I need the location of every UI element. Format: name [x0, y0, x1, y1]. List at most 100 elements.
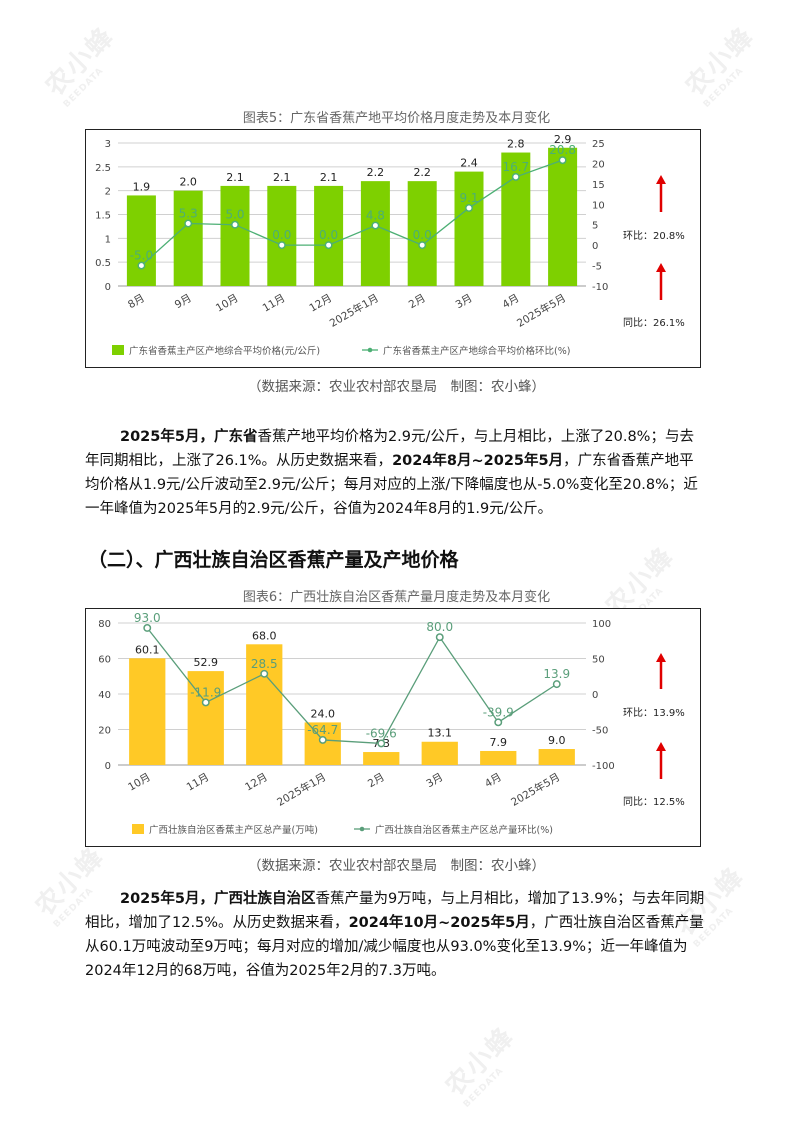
legend-line-label: 广西壮族自治区香蕉主产区总产量环比(%)	[375, 824, 553, 836]
bar-value-label: 68.0	[252, 629, 277, 642]
para2-region: 广西壮族自治区	[213, 891, 316, 907]
line-point	[137, 261, 146, 270]
para2-text-a: 香蕉产量为9万吨，与上月相比，增加了13.9%；与去年同期相比，增加了12.5%…	[85, 891, 705, 931]
y-left-tick-label: 80	[98, 619, 111, 630]
x-tick-label: 2025年1月	[327, 291, 381, 329]
x-tick-label: 10月	[214, 292, 241, 314]
y-right-tick-label: 100	[592, 619, 611, 630]
bar-value-label: 13.1	[428, 727, 453, 740]
x-tick-label: 12月	[307, 292, 334, 314]
bar-value-label: 52.9	[194, 656, 219, 669]
x-tick-label: 2025年5月	[509, 770, 563, 808]
x-tick-label: 8月	[126, 292, 147, 311]
figure6-chart-box: 0 20 40 60 80 -100 -50 0 50 100 60.1 52.9 68.0 24.0 7.…	[85, 608, 701, 847]
bar	[421, 741, 458, 765]
legend-bar-label: 广西壮族自治区香蕉主产区总产量(万吨)	[149, 824, 318, 836]
line-value-label: 9.1	[459, 191, 478, 205]
mom-label: 环比：20.8%	[623, 230, 685, 242]
figure6-chart: 0 20 40 60 80 -100 -50 0 50 100 60.1 52.9 68.0 24.0 7.…	[98, 611, 685, 836]
line-point	[435, 633, 444, 642]
up-arrow-head-icon	[656, 653, 666, 662]
y-left-tick-label: 2	[105, 187, 111, 198]
bar-value-label: 2.2	[413, 166, 431, 179]
legend-bar-swatch	[112, 345, 124, 355]
bar	[360, 181, 390, 286]
up-arrow-head-icon	[656, 742, 666, 751]
para1-date: 2025年5月，	[120, 429, 214, 445]
legend-line-marker	[367, 347, 373, 353]
figure5-chart-box: 0 0.5 1 1.5 2 2.5 3 -10 -5 0 5 10 15 20 25 1.9 2.0 2.1 2.1…	[85, 129, 701, 368]
y-right-tick-label: -100	[592, 761, 615, 772]
up-arrow-head-icon	[656, 263, 666, 272]
bar	[314, 185, 344, 286]
line-point	[277, 241, 286, 250]
figure5-source: （数据来源：农业农村部农垦局 制图：农小蜂）	[248, 379, 545, 395]
legend-bar-label: 广东省香蕉主产区产地综合平均价格(元/公斤)	[129, 345, 320, 357]
y-left-tick-label: 0	[105, 282, 111, 293]
bar	[407, 181, 437, 286]
y-right-tick-label: 25	[592, 139, 605, 150]
bar	[126, 195, 156, 286]
line-value-label: 4.8	[366, 209, 385, 223]
bar-value-label: 2.1	[226, 171, 244, 184]
line-point	[201, 698, 210, 707]
figure6-source: （数据来源：农业农村部农垦局 制图：农小蜂）	[248, 858, 545, 874]
bar	[173, 190, 203, 286]
bar	[454, 171, 484, 286]
legend-bar-swatch	[132, 824, 144, 834]
x-tick-label: 4月	[483, 771, 504, 790]
bar	[548, 147, 578, 286]
legend-line-marker	[359, 826, 365, 832]
y-right-tick-label: -10	[592, 282, 608, 293]
y-left-tick-label: 2.5	[95, 163, 111, 174]
line-value-label: -5.0	[130, 249, 153, 263]
line-point	[552, 680, 561, 689]
y-right-tick-label: 15	[592, 180, 605, 191]
bar-value-label: 2.1	[273, 171, 291, 184]
line-value-label: 93.0	[134, 611, 161, 625]
bar	[538, 749, 575, 765]
y-left-tick-label: 40	[98, 690, 111, 701]
y-left-tick-label: 0	[105, 761, 111, 772]
bar-value-label: 9.0	[548, 734, 566, 747]
y-left-tick-label: 1.5	[95, 211, 111, 222]
mom-label: 环比：13.9%	[623, 707, 685, 719]
bar	[480, 750, 517, 765]
y-left-tick-label: 3	[105, 139, 111, 150]
bar	[267, 185, 297, 286]
para1-region: 广东省	[213, 429, 258, 445]
y-right-tick-label: 10	[592, 200, 605, 211]
x-tick-label: 11月	[261, 292, 288, 314]
bar-value-label: 2.4	[460, 157, 478, 170]
y-right-tick-label: 5	[592, 221, 598, 232]
line-value-label: 0.0	[413, 228, 432, 242]
bar-value-label: 60.1	[135, 643, 160, 656]
paragraph-guangxi: 2025年5月，广西壮族自治区香蕉产量为9万吨，与上月相比，增加了13.9%；与…	[85, 887, 705, 983]
line-point	[260, 669, 269, 678]
yoy-label: 同比：26.1%	[623, 317, 685, 329]
line-value-label: -69.6	[366, 726, 397, 740]
line-point	[558, 156, 567, 165]
y-left-tick-label: 60	[98, 655, 111, 666]
legend-line-label: 广东省香蕉主产区产地综合平均价格环比(%)	[383, 345, 570, 357]
figure5-chart: 0 0.5 1 1.5 2 2.5 3 -10 -5 0 5 10 15 20 25 1.9 2.0 2.1 2.1…	[95, 133, 685, 357]
line-value-label: 28.5	[251, 657, 278, 671]
line-value-label: 5.0	[225, 208, 244, 222]
line-value-label: 80.0	[426, 620, 453, 634]
para1-text-b: ，广东省香蕉产地平均价格从1.9元/公斤波动至2.9元/公斤；每月对应的上涨/下…	[85, 453, 698, 517]
y-right-tick-label: 0	[592, 241, 598, 252]
figure5-title: 图表5：广东省香蕉产地平均价格月度走势及本月变化	[242, 111, 551, 126]
line-point	[184, 219, 193, 228]
line-point	[377, 739, 386, 748]
bar	[363, 752, 400, 765]
line-value-label: 0.0	[319, 228, 338, 242]
y-left-tick-label: 0.5	[95, 258, 111, 269]
line-point	[371, 221, 380, 230]
figure6-title: 图表6：广西壮族自治区香蕉产量月度走势及本月变化	[242, 590, 551, 605]
x-tick-label: 2月	[366, 771, 387, 790]
bar-value-label: 2.1	[320, 171, 338, 184]
bar-value-label: 7.9	[490, 736, 508, 749]
x-tick-label: 9月	[173, 292, 194, 311]
bar-value-label: 24.0	[311, 707, 336, 720]
